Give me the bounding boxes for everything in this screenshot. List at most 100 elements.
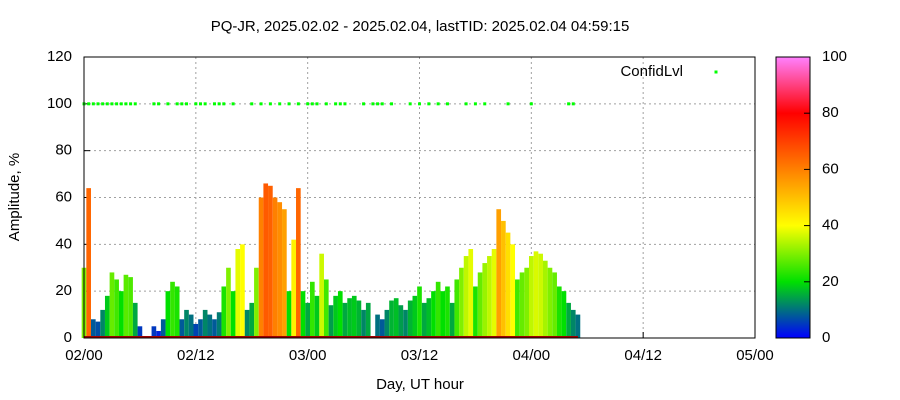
bar (254, 267, 259, 338)
bar (361, 309, 366, 338)
scatter-point (334, 102, 338, 106)
scatter-point (157, 102, 161, 106)
bar (337, 291, 343, 338)
scatter-point (96, 102, 100, 106)
bar (188, 314, 194, 338)
scatter-point (198, 102, 202, 106)
plot-frame (83, 56, 756, 339)
x-tick-label: 05/00 (736, 347, 774, 364)
scatter-point (473, 102, 477, 106)
scatter-point (338, 102, 342, 106)
bar (328, 305, 334, 338)
bar (207, 314, 213, 338)
bar (491, 249, 497, 338)
bar (561, 291, 567, 338)
scatter-point (362, 102, 366, 106)
scatter-point (222, 102, 226, 106)
bar (277, 202, 283, 338)
scatter-point (119, 102, 123, 106)
bar (86, 188, 91, 338)
bar (235, 249, 241, 338)
bar (529, 256, 534, 338)
bar (515, 279, 520, 338)
x-tick-label: 02/12 (177, 347, 215, 364)
bar (230, 291, 236, 338)
bar (282, 209, 287, 338)
bar (100, 309, 105, 338)
bar (305, 302, 310, 338)
bar (440, 291, 446, 338)
bar (519, 272, 525, 338)
y-tick-label: 40 (55, 235, 72, 252)
bar (137, 326, 143, 338)
colorbar-tick-label: 0 (822, 329, 830, 346)
bar (118, 291, 124, 338)
x-tick-label: 04/12 (624, 347, 662, 364)
scatter-point (91, 102, 95, 106)
scatter-point (129, 102, 133, 106)
bar (384, 309, 390, 338)
bar (249, 302, 255, 338)
scatter-point (376, 102, 380, 106)
bar (351, 295, 357, 338)
colorbar (775, 56, 811, 339)
bar (575, 314, 581, 338)
bar (459, 267, 464, 338)
scatter-point (212, 102, 216, 106)
bar (151, 326, 157, 338)
bar (244, 309, 250, 338)
bar (202, 309, 208, 338)
scatter-point (152, 102, 156, 106)
y-tick-label: 120 (47, 48, 72, 65)
bar (431, 291, 436, 338)
scatter-point (185, 102, 189, 106)
bar (165, 291, 171, 338)
bar (389, 300, 394, 338)
scatter-point (464, 102, 468, 106)
bar (132, 302, 138, 338)
bar (379, 319, 385, 338)
scatter-point (306, 102, 310, 106)
scatter-point (343, 102, 347, 106)
bar (296, 188, 301, 338)
bar (421, 302, 427, 338)
bar (375, 314, 380, 338)
bar (258, 197, 264, 338)
bar (482, 263, 488, 338)
bar (417, 286, 422, 338)
bar (524, 267, 530, 338)
bar (468, 249, 474, 338)
scatter-point (380, 102, 384, 106)
scatter-point (296, 102, 300, 106)
colorbar-tick-label: 60 (822, 160, 839, 177)
chart-title: PQ-JR, 2025.02.02 - 2025.02.04, lastTID:… (211, 18, 630, 35)
bar (501, 220, 506, 338)
bar (193, 323, 199, 338)
bar (198, 319, 203, 338)
x-tick-label: 03/00 (289, 347, 327, 364)
scatter-point (408, 102, 412, 106)
scatter-point (371, 102, 375, 106)
scatter-point (231, 102, 235, 106)
colorbar-tick-label: 40 (822, 217, 839, 234)
scatter-point (427, 102, 431, 106)
scatter-point (133, 102, 137, 106)
bar (393, 298, 399, 338)
scatter-point (124, 102, 128, 106)
colorbar-tick-label: 100 (822, 48, 847, 65)
y-tick-label: 80 (55, 142, 72, 159)
y-tick-label: 60 (55, 188, 72, 205)
scatter-point (259, 102, 263, 106)
bar (323, 279, 329, 338)
y-axis-label: Amplitude, % (6, 153, 23, 241)
x-tick-label: 04/00 (513, 347, 551, 364)
bar (505, 232, 511, 338)
bar (226, 267, 231, 338)
scatter-point (217, 102, 221, 106)
bar (104, 295, 110, 338)
scatter-point (571, 102, 575, 106)
bar (109, 272, 115, 338)
bar (347, 298, 352, 338)
